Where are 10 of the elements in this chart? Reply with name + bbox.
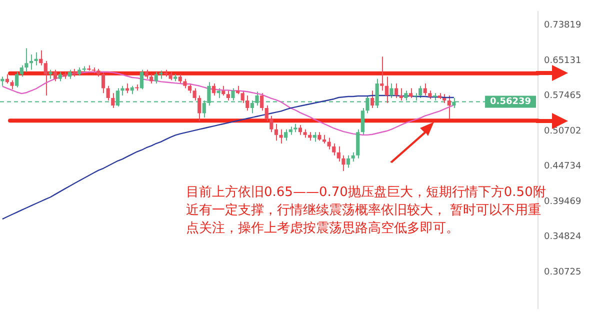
y-tick-label: 0.34824 — [544, 232, 582, 242]
y-tick-label: 0.57465 — [544, 91, 582, 102]
y-tick-label: 0.65131 — [544, 56, 582, 66]
y-tick-label: 0.73819 — [544, 20, 582, 30]
y-tick-label: 0.44734 — [544, 162, 582, 172]
y-tick-label: 0.39469 — [544, 196, 582, 207]
ref-line-label: 0.56239 — [490, 97, 532, 108]
y-tick-label: 0.50702 — [544, 126, 582, 136]
y-tick-label: 0.30725 — [544, 268, 582, 278]
annotation: 目前上方依旧0.65——0.70抛压盘巨大，短期行情下方0.50附近有一定支撑，行情继续震荡概率依旧较大， 暂时可以不用重点关注，操作上考虑按震荡思路高空低多即可。 — [186, 185, 546, 236]
